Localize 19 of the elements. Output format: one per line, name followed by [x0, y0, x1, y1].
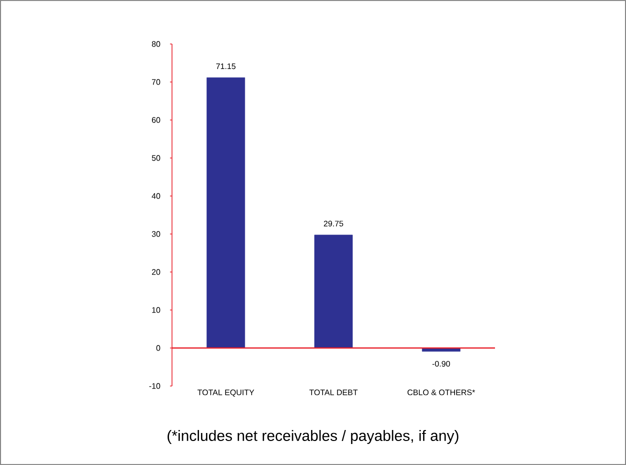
x-tick-label: TOTAL EQUITY: [197, 390, 254, 397]
y-tick-label: 30: [152, 231, 160, 237]
y-tick-label: 40: [152, 193, 160, 199]
y-tick-label: 0: [156, 345, 160, 351]
y-tick-label: 20: [152, 269, 160, 275]
data-label: -0.90: [432, 360, 450, 367]
y-tick-label: -10: [149, 383, 160, 389]
bar: [206, 77, 246, 348]
y-tick-label: 60: [152, 117, 160, 123]
data-label: 29.75: [324, 220, 344, 226]
data-label: 71.15: [216, 64, 236, 70]
bar: [314, 234, 353, 348]
y-tick-label: 50: [152, 155, 160, 161]
y-tick-label: 80: [152, 41, 160, 47]
text: (*includes net receivables / payables, if any): [168, 430, 458, 444]
y-tick-label: 70: [152, 79, 160, 85]
y-tick-label: 10: [152, 307, 160, 313]
x-tick-label: CBLO & OTHERS*: [408, 390, 476, 396]
x-tick-label: TOTAL DEBT: [309, 390, 358, 396]
